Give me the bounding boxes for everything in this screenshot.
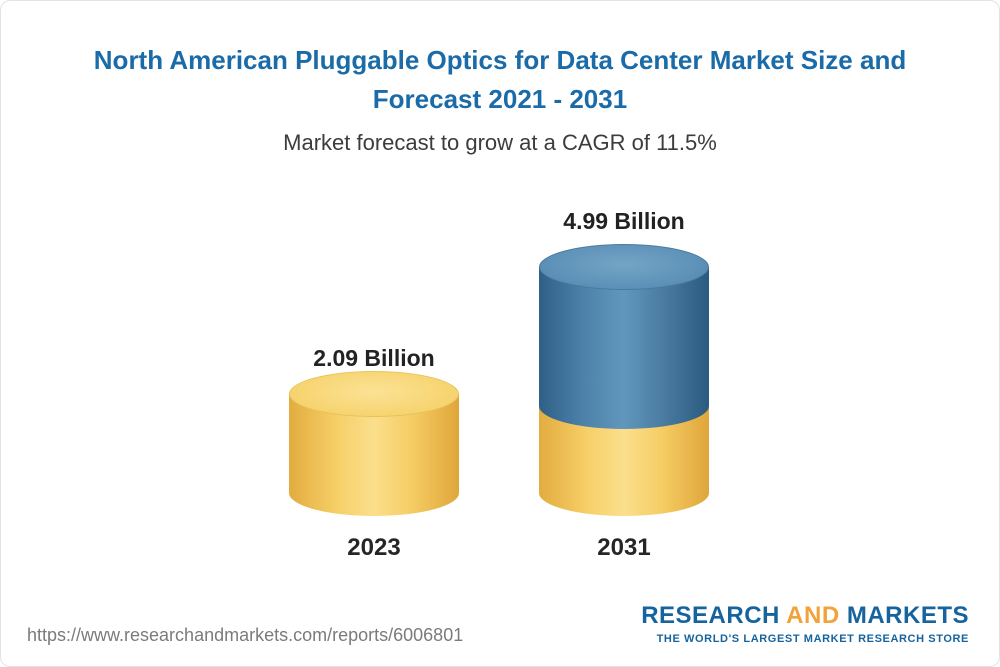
cylinder-2031-top-face — [539, 244, 709, 290]
chart-subtitle: Market forecast to grow at a CAGR of 11.… — [283, 130, 717, 155]
logo-word-research: RESEARCH — [641, 602, 780, 629]
logo-word-markets: MARKETS — [846, 602, 969, 629]
value-label-2031: 4.99 Billion — [563, 208, 685, 234]
cylinder-2023-top-face — [289, 371, 459, 417]
bar-2031-cylinder — [539, 244, 709, 516]
logo-tagline: THE WORLD'S LARGEST MARKET RESEARCH STOR… — [656, 633, 969, 645]
cylinder-2031-blue-segment — [539, 267, 709, 406]
x-axis-label-2031: 2031 — [597, 534, 651, 561]
logo-word-and: AND — [786, 602, 840, 629]
chart-title: North American Pluggable Optics for Data… — [93, 45, 907, 114]
logo-wordmark: RESEARCH AND MARKETS — [641, 602, 969, 630]
value-label-2023: 2.09 Billion — [313, 345, 435, 371]
x-axis-label-2023: 2023 — [347, 534, 401, 561]
bar-2023-cylinder — [289, 371, 459, 516]
research-and-markets-logo[interactable]: RESEARCH AND MARKETS THE WORLD'S LARGEST… — [641, 602, 969, 645]
report-url-link[interactable]: https://www.researchandmarkets.com/repor… — [27, 625, 464, 645]
